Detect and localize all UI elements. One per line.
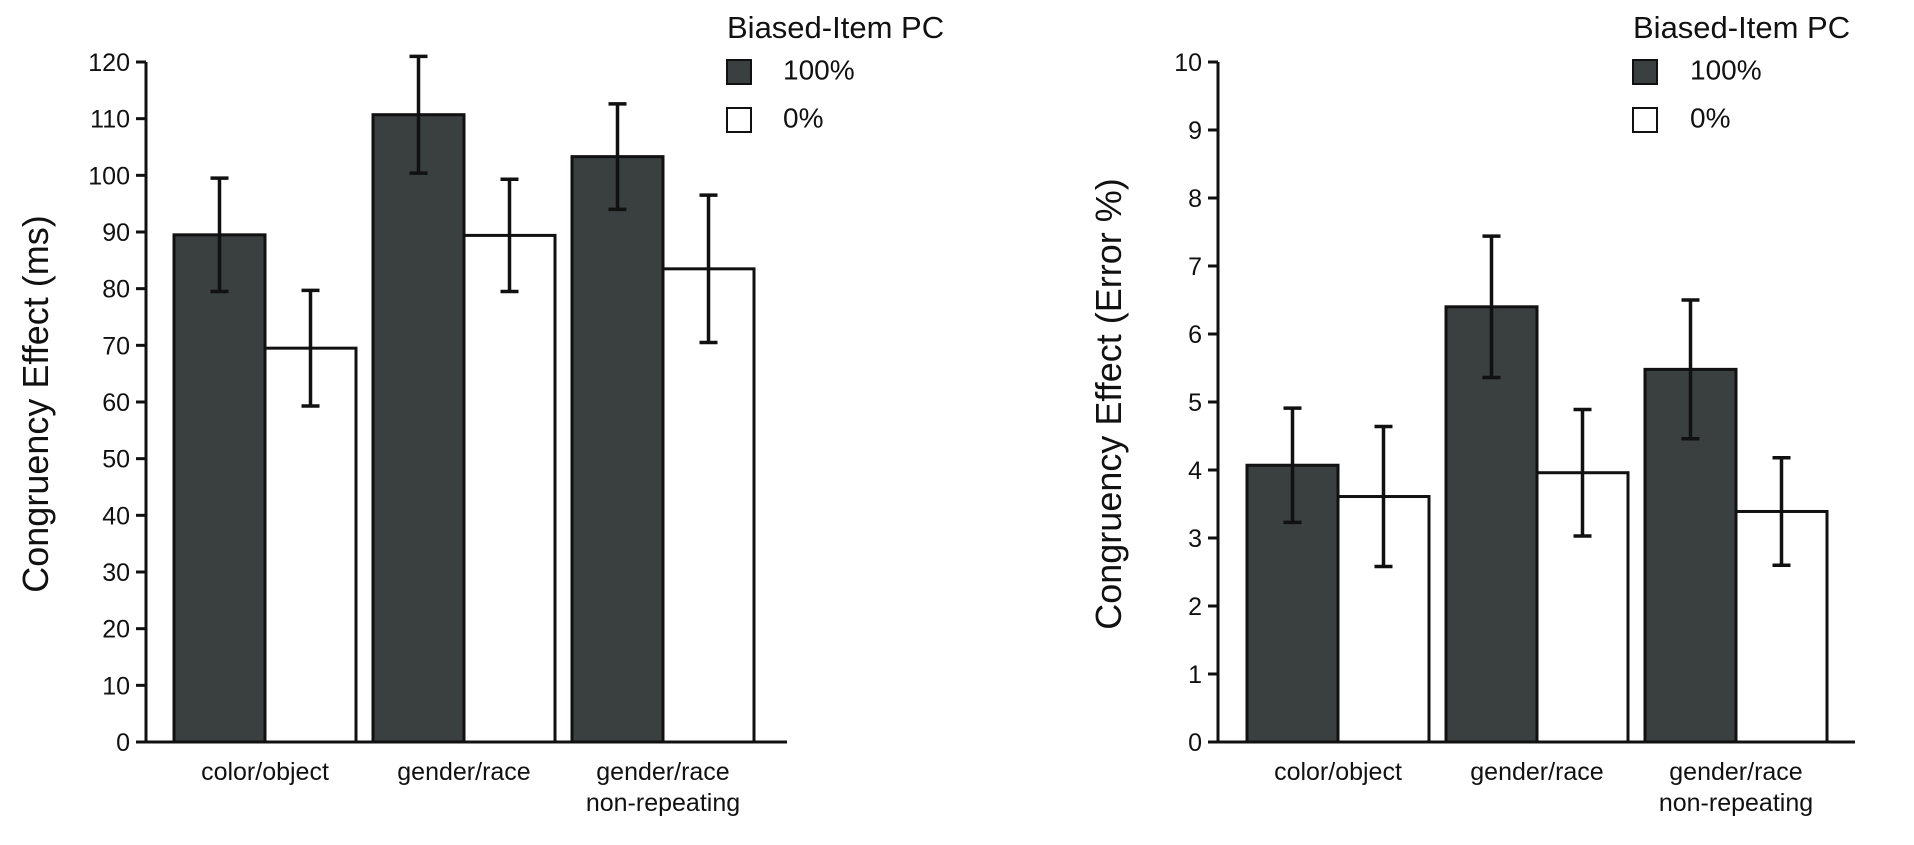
series-0% [263, 177, 756, 744]
legend-swatch [1632, 59, 1658, 85]
y-tick-label: 5 [1188, 389, 1202, 417]
y-tick-label: 4 [1188, 457, 1202, 485]
x-category-label: color/object [201, 758, 329, 786]
series-0% [1336, 407, 1829, 744]
bar [462, 233, 557, 744]
bar [263, 346, 358, 744]
y-tick-label: 90 [102, 219, 130, 247]
bar [172, 233, 267, 744]
legend: Biased-Item PC 100% 0% [726, 10, 944, 133]
x-category-label: gender/race [397, 758, 530, 786]
series-100% [172, 54, 665, 744]
legend-swatch [1632, 107, 1658, 133]
x-category-label: gender/race non-repeating [1659, 758, 1813, 817]
x-category-label-line: color/object [1274, 758, 1402, 786]
bar [661, 267, 756, 744]
x-category-label-line: gender/race [397, 758, 530, 786]
legend-label: 100% [1690, 54, 1762, 85]
y-tick-label: 3 [1188, 525, 1202, 553]
y-tick-label: 100 [88, 162, 130, 190]
y-tick-label: 9 [1188, 117, 1202, 145]
legend-title: Biased-Item PC [1633, 10, 1850, 45]
legend-label: 0% [783, 102, 823, 133]
y-tick-label: 30 [102, 559, 130, 587]
y-tick-label: 10 [102, 672, 130, 700]
y-axis-title: Congruency Effect (ms) [15, 215, 56, 592]
x-category-label-line: non-repeating [1659, 789, 1813, 817]
y-tick-label: 6 [1188, 321, 1202, 349]
y-tick-label: 50 [102, 446, 130, 474]
x-category-label: gender/race non-repeating [586, 758, 740, 817]
y-tick-label: 10 [1174, 49, 1202, 77]
legend-swatch [726, 59, 752, 85]
legend-label: 0% [1690, 102, 1730, 133]
x-category-label-line: gender/race [1669, 758, 1802, 786]
y-tick-label: 20 [102, 616, 130, 644]
legend: Biased-Item PC 100% 0% [1632, 10, 1850, 133]
x-category-label: color/object [1274, 758, 1402, 786]
y-tick-label: 80 [102, 276, 130, 304]
y-tick-label: 0 [116, 729, 130, 757]
y-tick-label: 0 [1188, 729, 1202, 757]
y-tick-label: 7 [1188, 253, 1202, 281]
y-tick-label: 40 [102, 502, 130, 530]
y-tick-label: 70 [102, 332, 130, 360]
x-category-label-line: gender/race [596, 758, 729, 786]
legend-label: 100% [783, 54, 855, 85]
y-tick-label: 110 [90, 106, 130, 134]
series-100% [1245, 234, 1738, 744]
legend-swatch [726, 107, 752, 133]
x-category-label-line: gender/race [1470, 758, 1603, 786]
x-category-label-line: color/object [201, 758, 329, 786]
legend-title: Biased-Item PC [727, 10, 944, 45]
y-tick-label: 2 [1188, 593, 1202, 621]
chart-panel-1: 0 10 20 30 40 50 60 70 80 90 100 110 120 color/object… [15, 10, 944, 817]
y-axis-title: Congruency Effect (Error %) [1088, 178, 1129, 630]
y-tick-label: 8 [1188, 185, 1202, 213]
bar [1444, 305, 1539, 744]
y-tick-label: 1 [1188, 661, 1202, 689]
x-category-label-line: non-repeating [586, 789, 740, 817]
bar [570, 155, 665, 744]
y-tick-label: 60 [102, 389, 130, 417]
x-category-label: gender/race [1470, 758, 1603, 786]
y-tick-label: 120 [88, 49, 130, 77]
bar [371, 113, 466, 744]
